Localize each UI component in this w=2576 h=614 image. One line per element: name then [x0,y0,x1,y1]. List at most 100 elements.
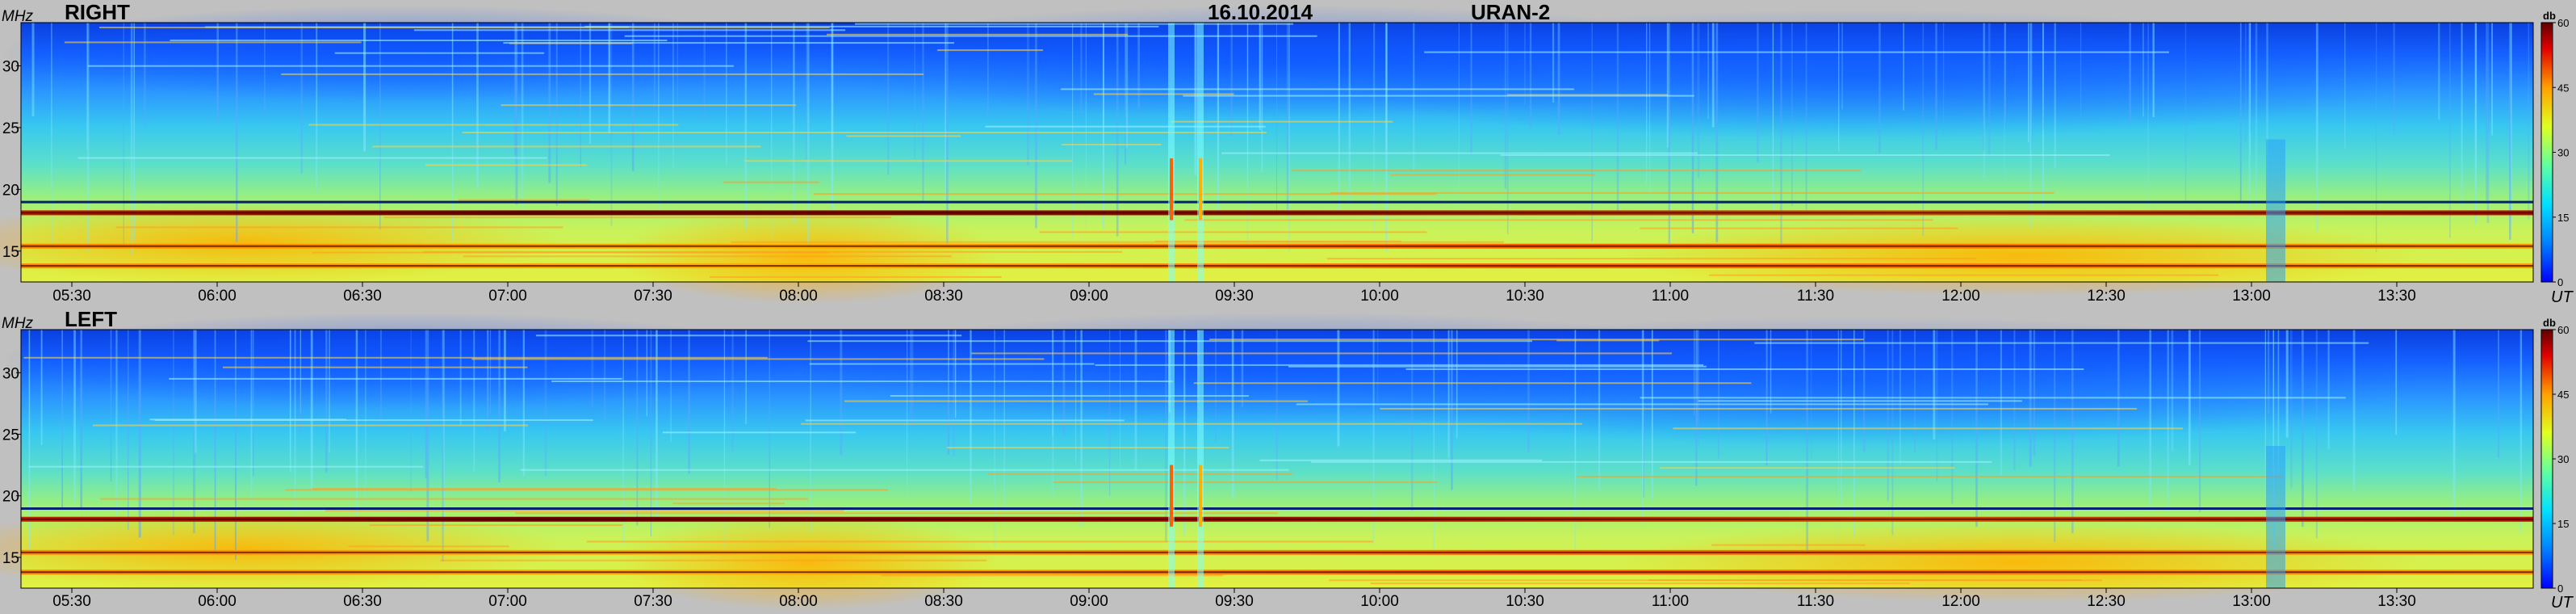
interference-streak [631,23,635,171]
interference-streak [2486,23,2490,223]
x-tick-label: 07:30 [634,593,672,610]
x-tick-label: 12:30 [2087,593,2126,610]
interference-streak [1348,23,1351,201]
narrowband-line [1640,227,1958,229]
interference-streak [2142,23,2144,117]
interference-streak [473,330,475,473]
narrowband-line [169,377,622,380]
burst-core [1170,465,1173,527]
narrowband-line [1390,174,1596,176]
interference-streak [2302,330,2304,527]
colorbar-tick-label: 0 [2557,276,2563,288]
interference-streak [914,23,915,159]
interference-streak [726,23,727,166]
narrowband-line [1424,51,2169,53]
interference-streak [548,23,551,183]
interference-streak [1651,330,1653,501]
narrowband-line [1500,154,2110,156]
narrowband-line [1673,427,2183,430]
interference-streak [498,330,501,482]
narrowband-line [1184,219,1933,221]
interference-streak [2461,23,2463,206]
interference-streak [604,330,606,420]
interference-streak [2327,330,2330,449]
interference-streak [1183,330,1186,535]
interference-streak [300,23,303,174]
interference-streak [2028,23,2029,143]
interference-streak [1780,23,1782,250]
interference-streak [1075,330,1077,465]
interference-streak [2285,330,2289,438]
interference-streak [589,23,592,145]
narrowband-line [462,132,1267,133]
narrowband-line [801,423,1583,425]
interference-streak [1697,23,1700,178]
narrowband-line [809,363,1095,365]
interference-streak [1527,330,1530,452]
interference-streak [2352,330,2356,492]
interference-streak [2030,23,2033,150]
narrowband-line [170,40,668,41]
interference-streak [425,330,427,479]
narrowband-line [1660,467,1955,469]
interference-streak [73,330,76,503]
narrowband-line [1053,482,1438,483]
interference-streak [442,330,444,562]
interference-streak [1697,330,1698,424]
narrowband-line [325,510,844,512]
narrowband-line [1311,460,1992,463]
y-tick-label: 15 [2,550,19,567]
interference-streak [1933,330,1936,440]
interference-streak [1695,330,1698,486]
emission-band-core [21,245,2533,247]
interference-streak [2255,23,2258,207]
interference-streak [1772,23,1774,210]
interference-streak [1936,330,1938,482]
interference-streak [442,330,445,532]
colorbar-tick-label: 30 [2557,453,2569,465]
narrowband-line [731,241,1504,243]
interference-streak [636,330,639,526]
x-tick-label: 05:30 [52,288,91,305]
interference-streak [1051,330,1053,437]
narrowband-line [624,35,1317,37]
interference-streak [2509,23,2511,240]
interference-streak [514,23,517,155]
interference-streak [86,23,88,150]
narrowband-line [372,145,761,148]
interference-streak [953,330,955,457]
narrowband-line [463,255,952,258]
narrowband-line [535,334,962,337]
narrowband-line [987,473,1293,475]
interference-streak [1666,23,1669,148]
emission-band-core [21,518,2533,520]
narrowband-line [1259,459,1543,461]
x-tick-label: 13:00 [2232,593,2271,610]
colorbar-tick-label: 0 [2557,582,2563,595]
interference-streak [1715,23,1719,242]
emission-band-core [21,571,2533,574]
interference-streak [1080,23,1083,115]
interference-streak [2029,23,2032,228]
narrowband-line [1095,364,1704,366]
interference-streak [2491,23,2493,136]
interference-streak [80,330,82,508]
interference-streak [771,23,773,241]
interference-streak [703,23,706,122]
interference-streak [1841,23,1843,110]
interference-streak [1286,23,1289,210]
narrowband-line [1039,231,1427,233]
interference-streak [1863,330,1866,452]
interference-streak [1456,330,1458,439]
interference-streak [1165,330,1167,543]
interference-streak [1275,330,1278,480]
burst-core [1199,465,1202,527]
interference-streak [1134,330,1137,471]
interference-streak [253,330,254,477]
interference-streak [2171,330,2174,452]
interference-streak [1411,330,1414,511]
emission-band-core [21,212,2533,214]
interference-streak [1646,23,1648,184]
interference-streak [1591,23,1593,242]
interference-streak [1879,23,1881,154]
